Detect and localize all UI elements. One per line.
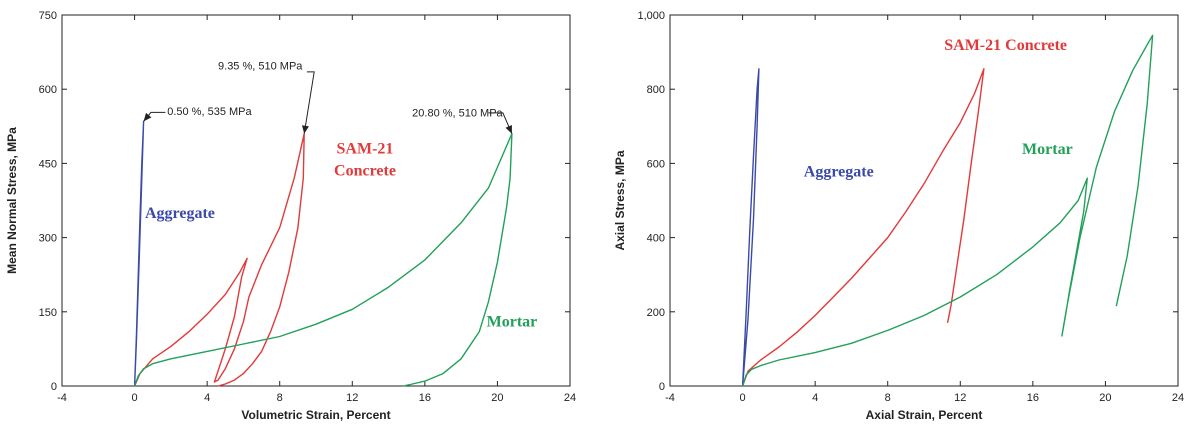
x-tick-label: 4 [812, 392, 818, 404]
y-tick-label: 0 [51, 381, 57, 393]
x-tick-label: 24 [1172, 392, 1184, 404]
series-line-mortar [741, 34, 1154, 387]
series-line-aggregate [741, 68, 760, 387]
plot-frame [669, 14, 1179, 387]
series-label-line: Mortar [1022, 141, 1073, 158]
series-label-concrete: SAM-21 Concrete [334, 141, 396, 180]
y-tick-label: 400 [647, 233, 665, 245]
x-tick-label: 8 [885, 392, 891, 404]
x-tick-label: -4 [665, 392, 675, 404]
annotation-arrowhead [302, 125, 309, 134]
series-label-line: Concrete [334, 163, 396, 180]
y-tick-label: 800 [647, 84, 665, 96]
x-tick-label: 24 [564, 392, 576, 404]
x-tick-label: 0 [740, 392, 746, 404]
y-tick-label: 0 [659, 381, 665, 393]
annotation-label: 9.35 %, 510 MPa [218, 60, 303, 72]
series-label-concrete: SAM-21 Concrete [944, 37, 1067, 54]
x-axis-title: Axial Strain, Percent [866, 408, 983, 422]
annotation-label: 20.80 %, 510 MPa [412, 107, 503, 119]
x-tick-label: 16 [1027, 392, 1039, 404]
series-label-line: SAM-21 Concrete [944, 37, 1067, 54]
annotation-label: 0.50 %, 535 MPa [167, 106, 252, 118]
annotation-leader [303, 71, 315, 134]
y-tick-label: 150 [39, 307, 57, 319]
x-axis-title: Volumetric Strain, Percent [241, 408, 390, 422]
x-tick-label: 0 [132, 392, 138, 404]
x-tick-label: 4 [204, 392, 210, 404]
x-tick-label: 16 [419, 392, 431, 404]
series-label-mortar: Mortar [1022, 141, 1073, 158]
series-label-aggregate: Aggregate [145, 205, 215, 222]
series-label-line: Mortar [487, 314, 538, 331]
annotation-arrowhead [505, 125, 512, 134]
series-label-aggregate: Aggregate [804, 163, 874, 180]
series-label-line: Aggregate [145, 205, 215, 222]
y-tick-label: 600 [647, 158, 665, 170]
x-tick-label: 12 [346, 392, 358, 404]
series-line-concrete [133, 132, 305, 387]
y-axis-title: Axial Stress, MPa [613, 150, 627, 250]
series-label-line: Aggregate [804, 163, 874, 180]
y-tick-label: 1,000 [637, 10, 665, 22]
series-label-mortar: Mortar [487, 314, 538, 331]
series-line-mortar [133, 132, 513, 387]
x-tick-label: 20 [491, 392, 503, 404]
y-tick-label: 750 [39, 10, 57, 22]
x-tick-label: 8 [277, 392, 283, 404]
y-tick-label: 450 [39, 158, 57, 170]
x-tick-label: -4 [57, 392, 67, 404]
y-axis-title: Mean Normal Stress, MPa [5, 127, 19, 274]
series-line-aggregate [133, 120, 145, 387]
annotation-arrowhead [143, 112, 152, 122]
y-tick-label: 600 [39, 84, 57, 96]
chart-1: -4 0 4 8 12 16 20 240150300450600750Volumetric … [5, 10, 576, 422]
y-tick-label: 200 [647, 307, 665, 319]
series-line-concrete [741, 68, 985, 387]
plot-frame [61, 14, 571, 387]
y-tick-label: 300 [39, 233, 57, 245]
series-label-line: SAM-21 [337, 141, 394, 158]
x-tick-label: 20 [1099, 392, 1111, 404]
x-tick-label: 12 [954, 392, 966, 404]
